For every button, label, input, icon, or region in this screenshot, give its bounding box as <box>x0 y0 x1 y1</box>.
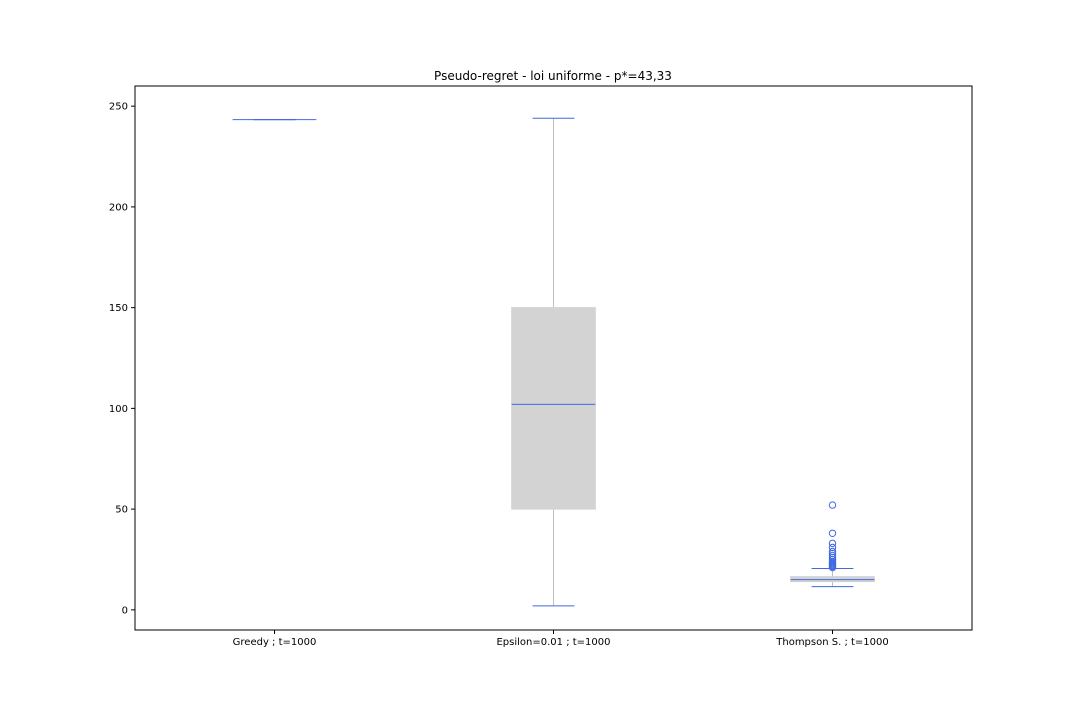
y-axis: 0 50 100 150 200 250 <box>109 102 135 616</box>
y-tick-label: 0 <box>122 605 128 616</box>
outlier-point <box>828 501 837 509</box>
outlier-point <box>828 543 837 552</box>
x-tick-label: Thompson S. ; t=1000 <box>775 637 889 648</box>
plot-area <box>232 117 875 607</box>
box-group <box>790 501 875 588</box>
outlier-point <box>828 547 837 556</box>
outlier-point <box>828 539 837 548</box>
box-group <box>511 117 596 607</box>
chart-title: Pseudo-regret - loi uniforme - p*=43,33 <box>434 69 672 83</box>
outlier-point <box>828 551 837 560</box>
y-tick-label: 50 <box>115 505 128 516</box>
x-axis: Greedy ; t=1000 Epsilon=0.01 ; t=1000 Thom… <box>233 630 889 648</box>
box <box>790 576 875 583</box>
x-tick-label: Epsilon=0.01 ; t=1000 <box>496 637 610 648</box>
outlier-point <box>828 529 837 537</box>
y-tick-label: 250 <box>109 102 128 113</box>
y-tick-label: 150 <box>109 303 128 314</box>
x-tick-label: Greedy ; t=1000 <box>233 637 317 648</box>
box <box>511 307 596 510</box>
y-tick-label: 200 <box>109 202 128 213</box>
y-tick-label: 100 <box>109 404 128 415</box>
